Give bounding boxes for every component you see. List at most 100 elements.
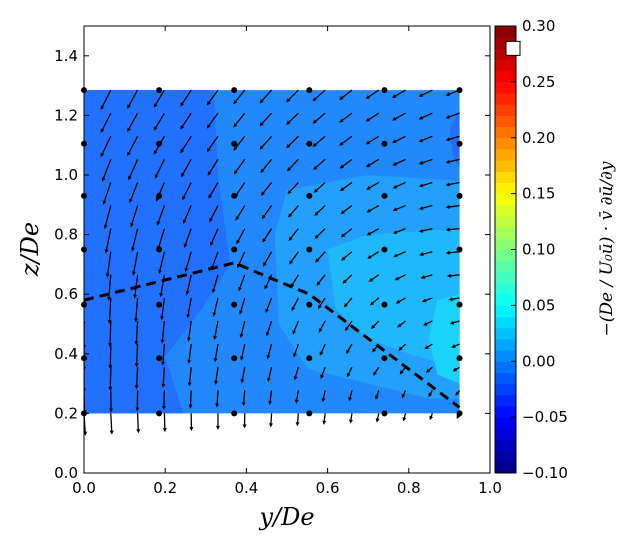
colorbar-band — [495, 93, 516, 105]
measurement-point — [457, 193, 463, 199]
arrow-head — [376, 418, 380, 422]
colorbar-band — [495, 439, 516, 451]
measurement-point — [231, 247, 237, 253]
measurement-point — [381, 302, 387, 308]
arrow-shaft — [138, 413, 139, 430]
colorbar-band — [495, 372, 516, 384]
colorbar-band — [495, 60, 516, 72]
arrow-shaft — [190, 390, 191, 406]
x-axis-label: y/De — [258, 503, 314, 531]
measurement-point — [156, 355, 162, 361]
arrow-head — [189, 427, 193, 431]
colorbar-band — [495, 462, 516, 474]
quiver-arrow — [296, 413, 300, 426]
quiver-arrow — [429, 413, 433, 420]
measurement-point — [231, 193, 237, 199]
y-tick-label: 1.0 — [54, 166, 78, 184]
measurement-point — [457, 302, 463, 308]
quiver-arrow — [402, 413, 406, 421]
measurement-point — [306, 141, 312, 147]
arrow-head — [243, 424, 247, 428]
quiver-arrow — [110, 413, 114, 434]
x-tick-label: 0.2 — [153, 479, 177, 497]
colorbar-band — [495, 328, 516, 340]
y-tick-label: 0.2 — [54, 404, 78, 422]
quiver-arrow — [376, 413, 380, 422]
measurement-point — [457, 247, 463, 253]
arrow-head — [80, 276, 84, 280]
arrow-head — [402, 417, 406, 421]
colorbar-band — [495, 160, 516, 172]
quiver-arrow — [322, 413, 326, 424]
arrow-head — [78, 251, 82, 255]
colorbar-band — [495, 227, 516, 239]
colorbar-band — [495, 428, 516, 440]
arrow-shaft — [271, 413, 272, 425]
colorbar: −0.10−0.050.000.050.100.150.200.250.30 — [495, 17, 568, 482]
quiver-arrow — [80, 252, 84, 280]
colorbar-tick-label: 0.25 — [522, 73, 555, 91]
colorbar-band — [495, 149, 516, 161]
arrow-head — [296, 422, 300, 426]
arrow-head — [136, 429, 140, 433]
y-tick-label: 1.2 — [54, 106, 78, 124]
colorbar-band — [495, 182, 516, 194]
measurement-point — [231, 410, 237, 416]
colorbar-band — [495, 305, 516, 317]
colorbar-band — [495, 417, 516, 429]
y-tick-label: 0.8 — [54, 226, 78, 244]
measurement-point — [156, 87, 162, 93]
measurement-point — [381, 355, 387, 361]
measurement-point — [306, 193, 312, 199]
y-axis-label: z/De — [16, 222, 44, 277]
arrow-head — [322, 421, 326, 425]
measurement-point — [381, 193, 387, 199]
colorbar-tick-label: 0.30 — [522, 17, 555, 35]
colorbar-band — [495, 339, 516, 351]
colorbar-tick-label: 0.05 — [522, 296, 555, 314]
arrow-head — [269, 423, 273, 427]
measurement-point — [306, 302, 312, 308]
arrow-shaft — [110, 321, 111, 345]
colorbar-band — [495, 71, 516, 83]
measurement-point — [306, 355, 312, 361]
measurement-point — [156, 141, 162, 147]
colorbar-tick-label: −0.10 — [522, 464, 568, 482]
arrow-head — [349, 419, 353, 423]
arrow-head — [163, 428, 167, 432]
y-tick-label: 0.4 — [54, 345, 78, 363]
measurement-point — [457, 141, 463, 147]
measurement-point — [381, 410, 387, 416]
arrow-head — [216, 426, 220, 430]
colorbar-band — [495, 115, 516, 127]
measurement-point — [231, 87, 237, 93]
colorbar-band — [495, 361, 516, 373]
measurement-point — [156, 247, 162, 253]
colorbar-band — [495, 406, 516, 418]
measurement-point — [231, 302, 237, 308]
colorbar-tick-label: 0.10 — [522, 241, 555, 259]
measurement-point — [156, 302, 162, 308]
colorbar-tick-label: −0.05 — [522, 408, 568, 426]
quiver-arrow — [77, 206, 84, 231]
measurement-point — [457, 87, 463, 93]
y-tick-label: 1.4 — [54, 47, 78, 65]
quiver-arrow — [269, 413, 273, 427]
arrow-head — [110, 431, 114, 435]
measurement-point — [457, 355, 463, 361]
colorbar-tick-label: 0.15 — [522, 185, 555, 203]
colorbar-band — [495, 205, 516, 217]
colorbar-band — [495, 317, 516, 329]
colorbar-marker — [506, 41, 520, 55]
x-tick-label: 0.4 — [234, 479, 258, 497]
quiver-arrow — [349, 413, 353, 423]
arrow-head — [74, 154, 78, 158]
arrow-shaft — [110, 367, 111, 388]
measurement-point — [381, 87, 387, 93]
colorbar-band — [495, 238, 516, 250]
colorbar-band — [495, 171, 516, 183]
measurement-point — [381, 141, 387, 147]
colorbar-band — [495, 216, 516, 228]
measurement-point — [306, 410, 312, 416]
